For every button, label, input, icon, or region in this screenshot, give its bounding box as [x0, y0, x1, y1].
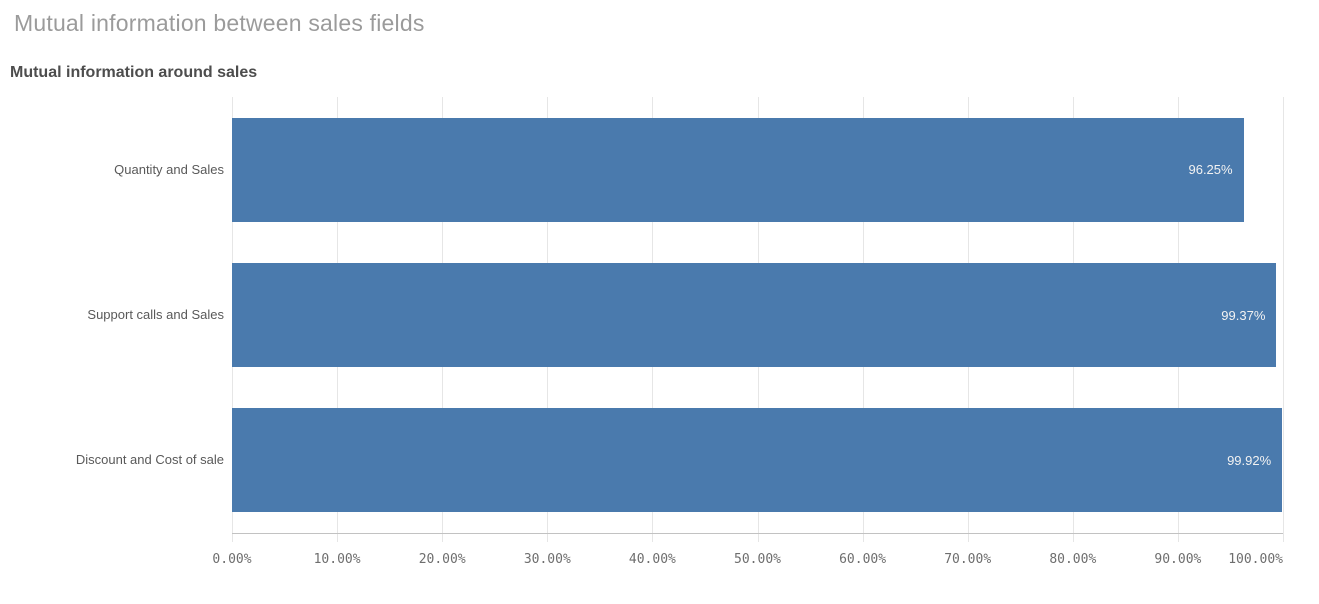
- plot-area: 96.25% Quantity and Sales 99.37% Support ca…: [76, 97, 1284, 567]
- gridline: [1283, 97, 1284, 542]
- x-axis-tick-label: 60.00%: [839, 552, 887, 567]
- bar[interactable]: 99.37%: [232, 263, 1277, 367]
- x-axis-tick-label: 10.00%: [313, 552, 361, 567]
- x-axis-line: [232, 533, 1283, 534]
- bar[interactable]: 96.25%: [232, 117, 1244, 222]
- bar[interactable]: 99.92%: [232, 408, 1283, 513]
- x-axis-tick-label: 70.00%: [944, 552, 992, 567]
- x-axis-tick-label: 0.00%: [212, 552, 252, 567]
- bar-value-label: 99.92%: [1227, 452, 1272, 468]
- x-axis-tick-label: 50.00%: [734, 552, 781, 567]
- x-axis-tick-label: 20.00%: [418, 552, 466, 567]
- chart-title: Mutual information around sales: [10, 64, 258, 81]
- x-axis-tick-label: 80.00%: [1049, 552, 1097, 567]
- x-axis-tick-label: 90.00%: [1154, 552, 1202, 567]
- x-axis-tick-label: 40.00%: [628, 552, 676, 567]
- y-axis-label[interactable]: Support calls and Sales: [87, 307, 224, 322]
- bar-value-label: 96.25%: [1188, 162, 1233, 178]
- y-axis-label[interactable]: Discount and Cost of sale: [75, 452, 224, 468]
- x-axis-tick-label: 30.00%: [523, 552, 571, 567]
- page-title: Mutual information between sales fields: [14, 10, 425, 36]
- bar-value-label: 99.37%: [1221, 307, 1266, 323]
- y-axis-label[interactable]: Quantity and Sales: [114, 161, 224, 177]
- x-axis-tick-label: 100.00%: [1228, 552, 1283, 567]
